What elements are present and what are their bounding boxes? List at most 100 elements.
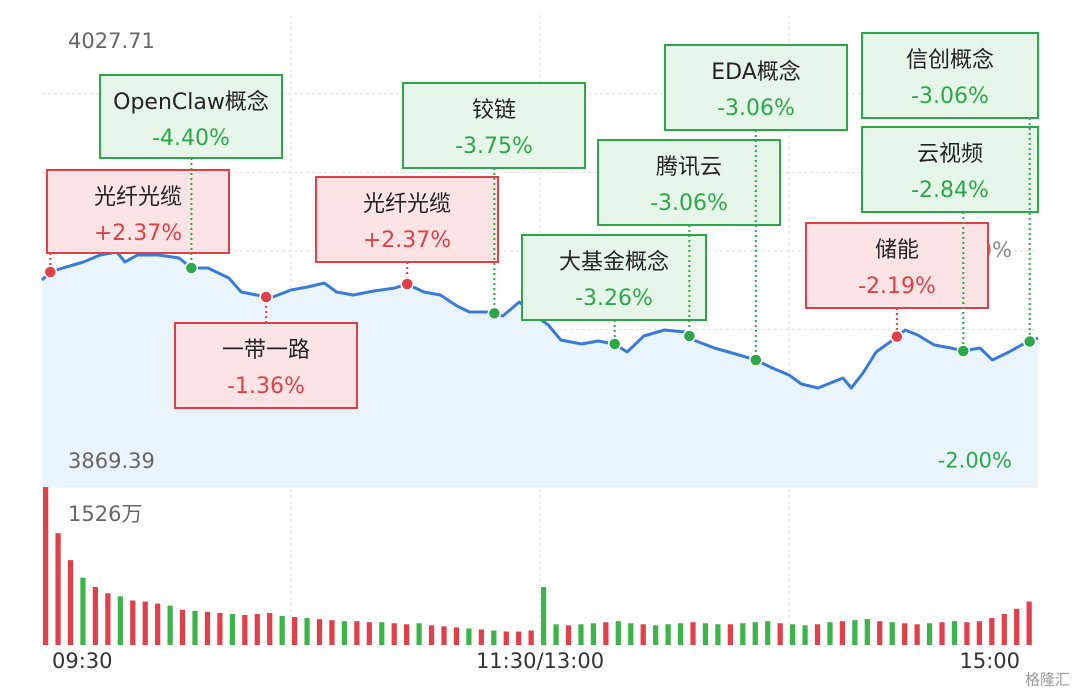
volume-bar — [852, 620, 858, 645]
volume-bar — [914, 624, 920, 645]
volume-bar — [528, 630, 534, 645]
volume-bar — [590, 623, 597, 645]
volume-bar — [640, 624, 646, 645]
volume-bar — [790, 624, 796, 645]
volume-bar — [167, 605, 173, 645]
volume-bar — [142, 601, 148, 645]
x-tick-label: 11:30/13:00 — [476, 649, 604, 673]
x-tick-label: 09:30 — [52, 649, 113, 673]
volume-bar — [155, 603, 161, 645]
volume-bar — [889, 622, 895, 645]
annotation-dot — [890, 329, 904, 344]
volume-bar — [92, 587, 99, 645]
volume-bar — [603, 622, 609, 645]
volume-bar — [117, 596, 123, 645]
volume-bar — [242, 614, 248, 645]
volume-bar — [379, 622, 385, 645]
volume-bar — [926, 623, 933, 645]
volume-bar — [391, 623, 397, 645]
watermark: 格隆汇 — [1025, 671, 1070, 689]
annotation-box — [805, 222, 989, 309]
volume-bar — [105, 593, 111, 645]
annotation-dot — [607, 337, 622, 351]
volume-bar — [192, 610, 198, 645]
annotation-box — [402, 82, 586, 169]
annotation-label: 光纤光缆 — [94, 185, 182, 210]
annotation-label: 腾讯云 — [656, 155, 722, 180]
volume-bar — [254, 613, 260, 645]
annotation-value: -3.06% — [911, 84, 989, 109]
volume-bar — [1014, 608, 1020, 645]
annotation-value: -1.36% — [227, 374, 305, 399]
price-area — [42, 252, 1038, 487]
annotation-label: 云视频 — [917, 142, 983, 167]
volume-bar — [130, 600, 136, 645]
volume-bar — [939, 622, 945, 645]
volume-bar — [516, 631, 522, 645]
volume-bar — [366, 622, 372, 645]
y-tick-label: 4027.71 — [68, 29, 155, 53]
volume-bar — [428, 625, 435, 645]
annotation-dot — [749, 353, 763, 367]
annotation-dot — [259, 290, 273, 304]
x-tick-label: 15:00 — [959, 649, 1020, 673]
annotation-dot — [1022, 334, 1037, 349]
volume-bar — [565, 625, 572, 645]
price-line — [40, 250, 1039, 390]
volume-bar — [976, 621, 982, 645]
volume-bar — [279, 616, 285, 645]
volume-bar — [179, 609, 186, 645]
volume-bar — [354, 621, 360, 645]
volume-bar — [665, 624, 671, 645]
annotation-label: 光纤光缆 — [363, 192, 451, 217]
volume-bar — [902, 623, 908, 645]
annotation-value: -3.06% — [650, 191, 728, 216]
volume-bar — [578, 624, 584, 645]
annotation-label: OpenClaw概念 — [113, 90, 269, 115]
volume-bar — [553, 624, 559, 645]
volume-bar — [702, 623, 709, 645]
annotation-dot — [682, 329, 697, 343]
volume-bar — [491, 630, 497, 645]
volume-bar — [304, 618, 310, 645]
annotation-label: 铰链 — [472, 98, 516, 123]
volume-bar — [217, 612, 223, 645]
volume-bar — [67, 560, 74, 645]
volume-bar — [229, 613, 235, 645]
annotation-box — [861, 32, 1039, 119]
annotation-dot — [487, 306, 502, 321]
volume-bar — [1001, 613, 1007, 645]
volume-bar — [690, 622, 696, 645]
annotation-value: -2.84% — [911, 178, 989, 203]
annotation-value: +2.37% — [363, 228, 451, 253]
volume-bar — [715, 624, 721, 645]
y-tick-label: 3869.39 — [68, 449, 155, 473]
volume-bar — [316, 619, 323, 645]
annotation-dot — [400, 277, 414, 291]
volume-bar — [727, 624, 733, 645]
y2-tick-label: -2.00% — [938, 448, 1012, 472]
volume-bar — [864, 619, 870, 645]
volume-bar — [740, 623, 746, 645]
volume-bar — [404, 624, 410, 645]
annotation-label: 大基金概念 — [559, 250, 669, 275]
volume-bar — [964, 622, 970, 645]
volume-bar — [43, 487, 49, 645]
annotation-box — [521, 234, 707, 321]
volume-bar — [1026, 601, 1032, 645]
annotation-label: EDA概念 — [711, 60, 801, 85]
volume-bar — [292, 617, 298, 645]
annotation-box — [664, 44, 848, 131]
annotation-value: -3.75% — [455, 134, 533, 159]
volume-bar — [877, 621, 883, 645]
volume-bar — [80, 577, 86, 645]
volume-bar — [653, 625, 659, 645]
annotation-box — [597, 139, 781, 226]
volume-bar — [802, 625, 808, 645]
volume-bar — [341, 621, 348, 645]
volume-bar — [839, 621, 846, 645]
volume-bar — [541, 587, 547, 645]
annotation-dot — [956, 344, 971, 358]
